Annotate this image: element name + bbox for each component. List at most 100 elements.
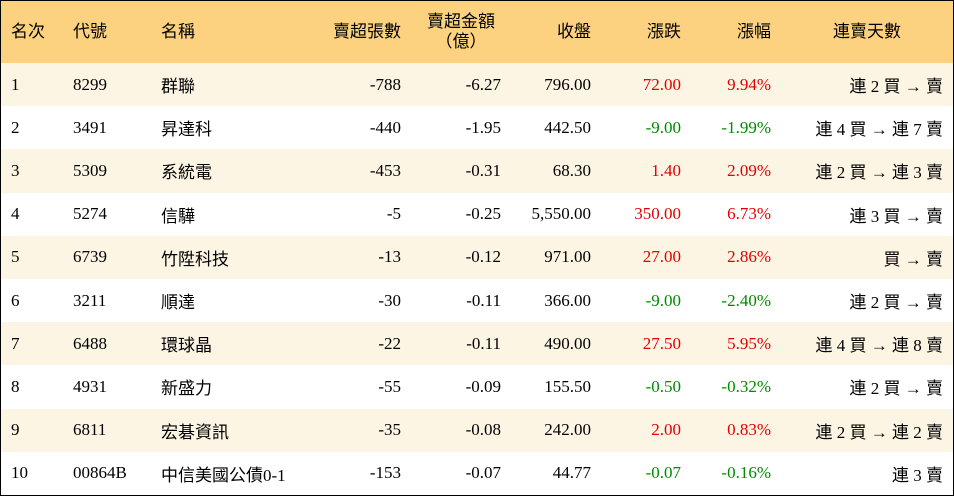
table-cell: 5.95%	[691, 322, 781, 366]
table-cell: -9.00	[645, 117, 681, 137]
table-row: 8 4931 新盛力 -55 -0.09 155.50 -0.50 -0.32% 連 2 買 →…	[1, 365, 953, 408]
table-cell: 72.00	[601, 63, 691, 107]
table-cell: 155.50	[544, 376, 591, 396]
header-cell: 賣超張數	[301, 1, 411, 63]
table-cell: 7	[1, 322, 63, 366]
table-cell: 新盛力	[161, 379, 212, 399]
header-cell: 名稱	[151, 1, 301, 63]
table-cell: 昇達科	[161, 120, 212, 140]
table-cell: 6.73%	[727, 204, 771, 224]
table-cell: 連 4 買 → 連 7 賣	[815, 120, 944, 140]
table-cell: 27.00	[601, 235, 691, 279]
table-row: 1 8299 群聯 -788 -6.27 796.00 72.00 9.94% 連 2 買 → …	[1, 63, 953, 107]
header-cell: 漲幅	[691, 1, 781, 63]
header-cell: 收盤	[511, 1, 601, 63]
table-cell: 0.83%	[691, 408, 781, 452]
table-cell: 10	[11, 463, 28, 483]
table-cell: 群聯	[151, 63, 301, 107]
table-cell: 27.50	[601, 322, 691, 366]
table-cell: 3491	[73, 117, 107, 137]
table-cell: -5	[386, 204, 401, 224]
table-cell: 連 2 買 → 賣	[849, 293, 944, 313]
table-cell: 3211	[73, 290, 107, 310]
table-cell: -0.25	[465, 204, 501, 224]
table-cell: 796.00	[511, 63, 601, 107]
table-cell: 系統電	[151, 149, 301, 193]
table-cell: 連 2 買 → 連 2 賣	[781, 408, 953, 452]
table-cell: 連 2 買 → 連 3 賣	[781, 149, 953, 193]
table-cell: 中信美國公債0-1	[161, 465, 286, 485]
table-cell: 971.00	[511, 235, 601, 279]
table-row: 4 5274 信驊 -5 -0.25 5,550.00 350.00 6.73% 連 3 買 →…	[1, 193, 953, 236]
table-cell: -6.27	[411, 63, 511, 107]
table-cell: 1.40	[601, 149, 691, 193]
table-cell: -0.31	[411, 149, 511, 193]
table-cell: 順達	[161, 293, 195, 313]
table-cell: -788	[301, 63, 411, 107]
table-cell: 4	[11, 204, 20, 224]
table-row: 10 00864B 中信美國公債0-1 -153 -0.07 44.77 -0.07 -0.1…	[1, 452, 953, 495]
table-cell: -1.95	[465, 117, 501, 137]
table-cell: -2.40%	[721, 290, 771, 310]
table-cell: -1.99%	[721, 117, 771, 137]
header-cell: 代號	[63, 1, 151, 63]
table-cell: 4931	[73, 376, 107, 396]
table-cell: 00864B	[73, 463, 127, 483]
table-cell: -35	[301, 408, 411, 452]
table-row: 7 6488 環球晶 -22 -0.11 490.00 27.50 5.95% 連 4 買 → …	[1, 322, 953, 366]
table-cell: 竹陞科技	[151, 235, 301, 279]
table-cell: -13	[301, 235, 411, 279]
table-cell: -0.07	[465, 463, 501, 483]
header-cell: 名次	[1, 1, 63, 63]
table-cell: 490.00	[511, 322, 601, 366]
table-cell: 環球晶	[151, 322, 301, 366]
table-cell: 2	[11, 117, 20, 137]
table-cell: 350.00	[634, 204, 681, 224]
table-cell: 9.94%	[691, 63, 781, 107]
table-cell: -0.07	[645, 463, 681, 483]
table-cell: 1	[1, 63, 63, 107]
table-cell: 2.09%	[691, 149, 781, 193]
header-cell: 漲跌	[601, 1, 691, 63]
table-cell: 6	[11, 290, 20, 310]
table-cell: 6811	[63, 408, 151, 452]
table-cell: 連 2 買 → 賣	[781, 63, 953, 107]
table-cell: 連 2 買 → 賣	[849, 379, 944, 399]
table-cell: 連 3 賣	[892, 465, 943, 485]
table-row: 3 5309 系統電 -453 -0.31 68.30 1.40 2.09% 連 2 買 → 連…	[1, 149, 953, 193]
table-cell: -153	[369, 463, 401, 483]
table-cell: 連 3 買 → 賣	[849, 206, 944, 226]
table-cell: 6488	[63, 322, 151, 366]
table-cell: 8299	[63, 63, 151, 107]
table-cell: -0.50	[645, 376, 681, 396]
table-row: 6 3211 順達 -30 -0.11 366.00 -9.00 -2.40% 連 2 買 → …	[1, 279, 953, 322]
table-cell: 連 4 買 → 連 8 賣	[781, 322, 953, 366]
table-cell: 5274	[73, 204, 107, 224]
table-cell: -22	[301, 322, 411, 366]
table-row: 5 6739 竹陞科技 -13 -0.12 971.00 27.00 2.86% 買 → 賣	[1, 235, 953, 279]
table-cell: -0.16%	[721, 463, 771, 483]
table-row: 2 3491 昇達科 -440 -1.95 442.50 -9.00 -1.99% 連 4 買 …	[1, 106, 953, 149]
header-cell: 賣超金額 （億）	[411, 1, 511, 63]
table-cell: 366.00	[544, 290, 591, 310]
header-row: 名次 代號 名稱 賣超張數 賣超金額 （億） 收盤 漲跌 漲幅 連賣天數	[1, 1, 953, 63]
table-cell: 宏碁資訊	[151, 408, 301, 452]
table-cell: 5	[1, 235, 63, 279]
table-cell: -0.11	[411, 322, 511, 366]
table-cell: -0.08	[411, 408, 511, 452]
table-cell: 2.00	[601, 408, 691, 452]
table-cell: 買 → 賣	[781, 235, 953, 279]
table-cell: 9	[1, 408, 63, 452]
table-cell: -30	[378, 290, 401, 310]
header-cell: 連賣天數	[781, 1, 953, 63]
table-cell: -0.32%	[721, 376, 771, 396]
table-cell: -0.12	[411, 235, 511, 279]
table-cell: 2.86%	[691, 235, 781, 279]
table-cell: 6739	[63, 235, 151, 279]
table-row: 9 6811 宏碁資訊 -35 -0.08 242.00 2.00 0.83% 連 2 買 → …	[1, 408, 953, 452]
table-cell: -440	[369, 117, 401, 137]
table-cell: -0.11	[466, 290, 501, 310]
table-cell: 44.77	[552, 463, 591, 483]
table-cell: -0.09	[465, 376, 501, 396]
